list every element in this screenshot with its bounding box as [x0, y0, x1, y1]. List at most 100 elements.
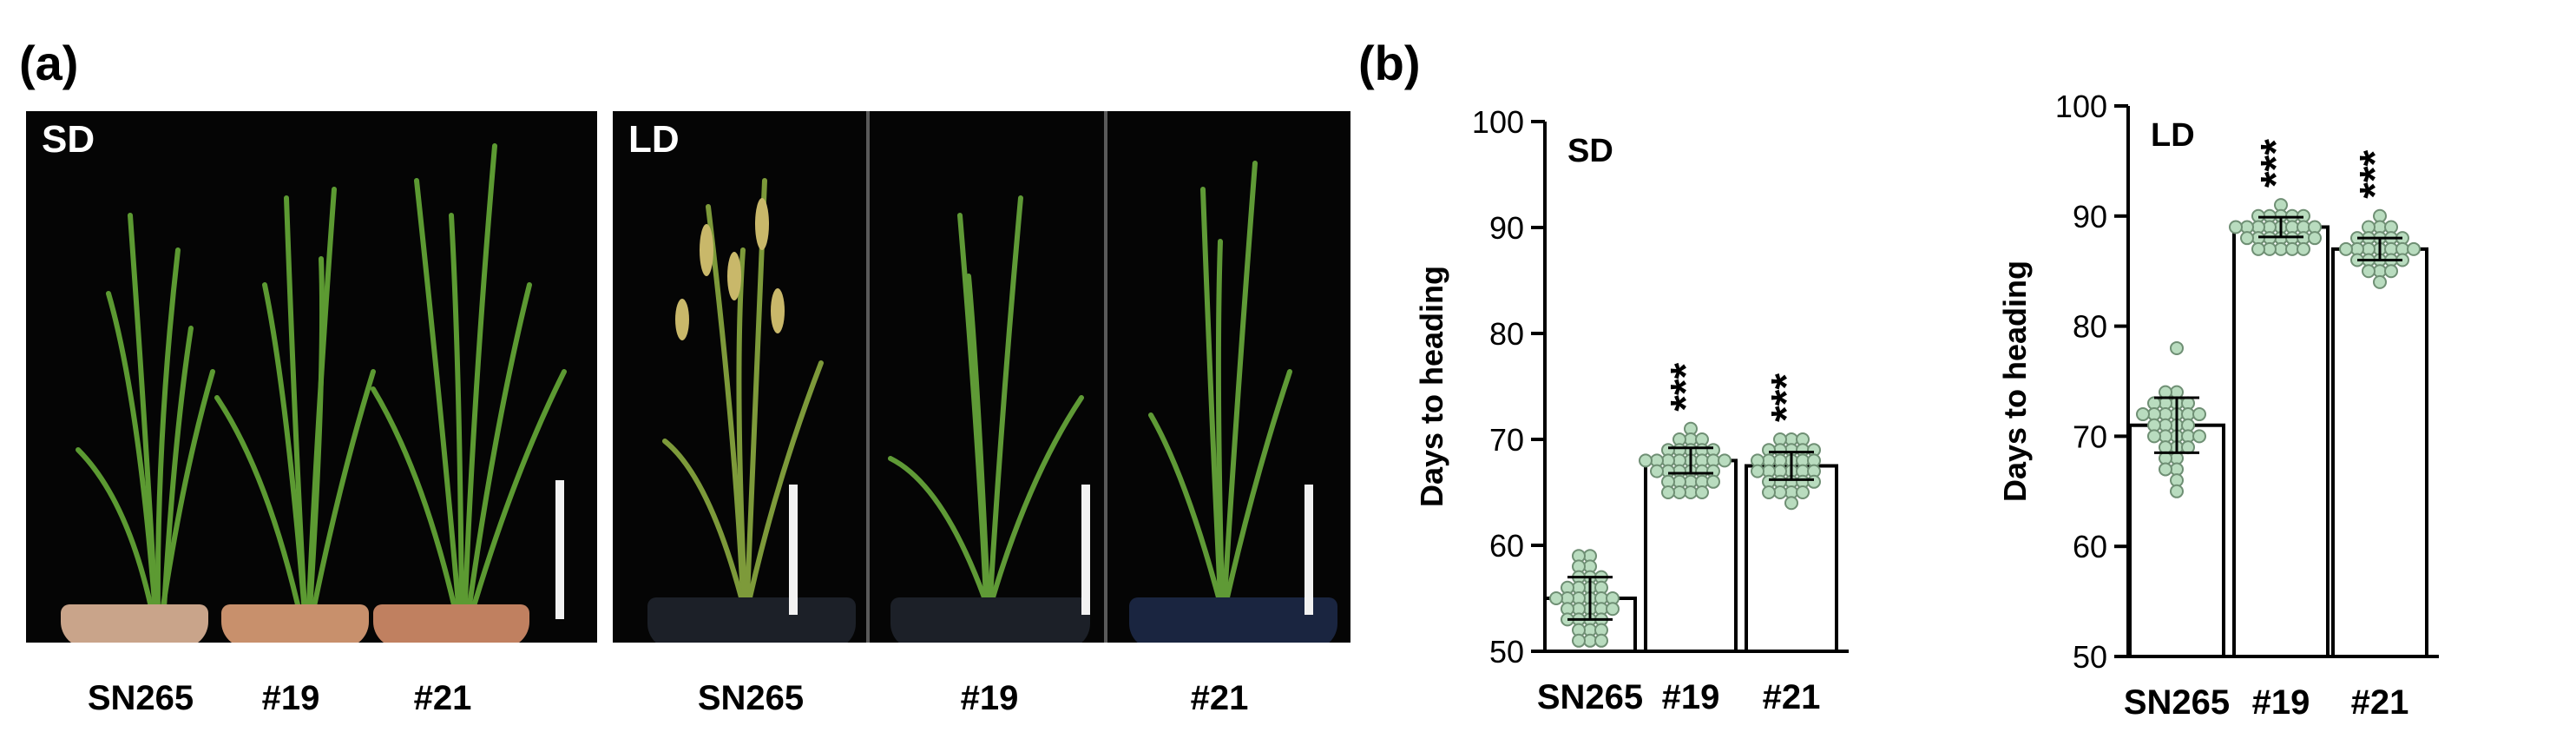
data-point [1572, 580, 1586, 595]
data-point [1583, 623, 1597, 637]
data-point [1751, 453, 1764, 468]
ld-label-sn265: SN265 [697, 679, 805, 717]
data-point [2251, 220, 2265, 234]
data-point [1606, 591, 1620, 605]
data-point [2274, 220, 2288, 234]
data-point [2373, 231, 2387, 246]
chart-inset-label: LD [2151, 117, 2195, 154]
data-point [2159, 462, 2172, 477]
data-point [1807, 474, 1821, 489]
data-point [2362, 264, 2376, 279]
bar [2232, 225, 2330, 658]
bar [1644, 458, 1738, 654]
sd-label-sn265: SN265 [87, 679, 194, 717]
data-point [1650, 464, 1664, 478]
y-tick-label: 90 [1489, 210, 1524, 246]
data-point [1650, 453, 1664, 468]
data-point [2285, 220, 2299, 234]
ld-photo-tag: LD [628, 118, 680, 161]
data-point [2251, 241, 2265, 256]
data-point [1594, 612, 1608, 627]
data-point [1561, 591, 1574, 605]
data-point [2181, 429, 2195, 444]
data-point [2350, 241, 2364, 256]
data-point [1672, 485, 1686, 499]
data-point [1549, 591, 1563, 605]
y-tick-label: 50 [1489, 634, 1524, 670]
data-point [2170, 462, 2184, 477]
data-point [1561, 580, 1574, 595]
data-point [1594, 602, 1608, 617]
data-point [2251, 208, 2265, 223]
data-point [1773, 443, 1787, 458]
data-point [1594, 570, 1608, 584]
data-point [1695, 485, 1709, 499]
data-point [2350, 231, 2364, 246]
data-point [2373, 220, 2387, 234]
data-point [2240, 220, 2254, 234]
data-point [1796, 485, 1810, 499]
data-point [2181, 440, 2195, 455]
x-tick-label: SN265 [1537, 678, 1643, 716]
significance-label: *** [2253, 139, 2299, 188]
bar [2331, 247, 2428, 658]
data-point [2159, 429, 2172, 444]
data-point [2373, 241, 2387, 256]
data-point [2147, 407, 2161, 422]
data-point [2274, 231, 2288, 246]
data-point [1807, 453, 1821, 468]
data-point [1684, 464, 1698, 478]
data-point [1773, 474, 1787, 489]
data-point [1572, 602, 1586, 617]
data-point [2170, 385, 2184, 399]
data-point [1561, 612, 1574, 627]
data-point [2170, 340, 2184, 355]
data-point [1684, 485, 1698, 499]
x-tick-label: #19 [1662, 678, 1720, 716]
data-point [2263, 231, 2277, 246]
pot [1129, 597, 1337, 643]
ld-label-21: #21 [1190, 679, 1249, 717]
data-point [2159, 440, 2172, 455]
significance-label: *** [1764, 373, 1810, 422]
data-point [2170, 440, 2184, 455]
data-point [1583, 591, 1597, 605]
data-point [1706, 474, 1720, 489]
data-point [2285, 241, 2299, 256]
data-point [2395, 241, 2409, 256]
y-tick-label: 60 [1489, 528, 1524, 564]
sd-label-19: #19 [261, 679, 320, 717]
data-point [1572, 591, 1586, 605]
data-point [2251, 231, 2265, 246]
data-point [2407, 241, 2421, 256]
data-point [2170, 407, 2184, 422]
pot [221, 604, 369, 643]
data-point [2263, 241, 2277, 256]
sd-photo-tag: SD [42, 118, 95, 161]
data-point [2274, 198, 2288, 213]
data-point [2136, 407, 2150, 422]
data-point [1807, 464, 1821, 478]
data-point [1661, 485, 1675, 499]
ld-plants-illustration [662, 161, 1292, 600]
pot [647, 597, 856, 643]
data-point [1684, 443, 1698, 458]
chart-inset-label: SD [1567, 133, 1613, 169]
data-point [1796, 453, 1810, 468]
panel-a-label: (a) [19, 36, 79, 90]
data-point [1762, 464, 1776, 478]
data-point [2147, 429, 2161, 444]
data-point [2362, 220, 2376, 234]
data-point [2170, 396, 2184, 411]
data-point [2159, 418, 2172, 432]
data-point [1773, 432, 1787, 446]
data-point [2159, 396, 2172, 411]
data-point [1695, 443, 1709, 458]
data-point [2297, 231, 2310, 246]
photo-divider [1104, 111, 1107, 643]
y-axis-label: Days to heading [1997, 261, 2033, 502]
data-point [2170, 418, 2184, 432]
y-tick-label: 70 [1489, 422, 1524, 458]
data-point [1762, 443, 1776, 458]
data-point [2147, 418, 2161, 432]
